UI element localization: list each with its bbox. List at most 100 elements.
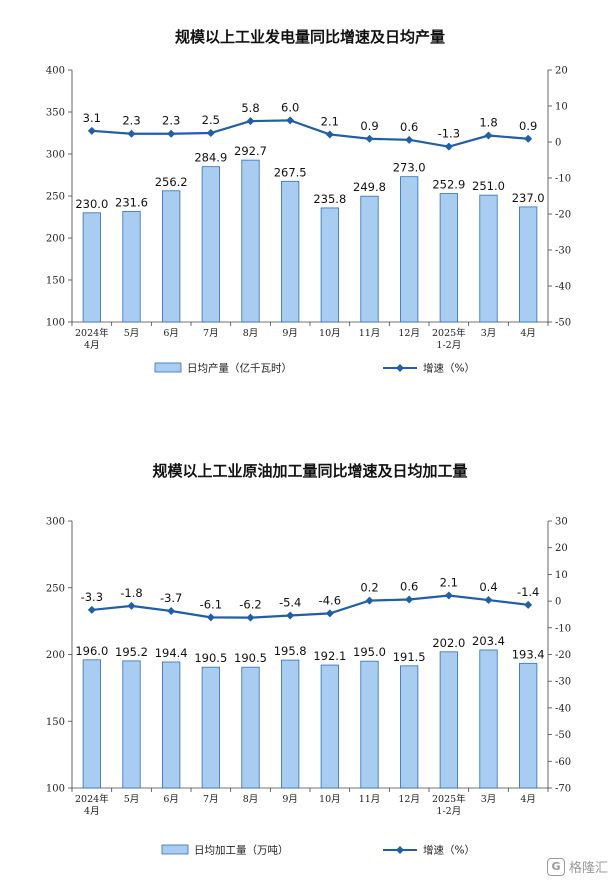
left-tick-label: 200: [46, 234, 65, 245]
bar-value-label: 193.4: [512, 647, 545, 661]
growth-point: [365, 596, 374, 605]
bar-value-label: 267.5: [274, 165, 307, 179]
left-tick-label: 150: [46, 276, 65, 287]
growth-value-label: 0.2: [360, 581, 378, 595]
left-tick-label: 400: [46, 66, 65, 77]
growth-value-label: -1.3: [438, 127, 460, 141]
growth-point: [524, 134, 533, 143]
x-tick-label: 5月: [124, 794, 140, 805]
bar-value-label: 190.5: [194, 651, 227, 665]
legend-line-label: 增速（%）: [423, 844, 475, 857]
right-tick-label: -60: [555, 757, 571, 768]
x-tick-label: 2025年: [432, 327, 466, 339]
growth-point: [246, 613, 255, 622]
growth-value-label: 0.6: [400, 579, 418, 593]
growth-point: [246, 117, 255, 126]
bar-value-label: 195.2: [115, 645, 148, 659]
electricity-chart-svg: 规模以上工业发电量同比增速及日均产量100150200250300350400-…: [46, 28, 571, 375]
left-tick-label: 100: [46, 784, 65, 795]
right-tick-label: -30: [555, 677, 571, 688]
growth-line: [91, 119, 529, 148]
growth-value-label: 5.8: [241, 101, 259, 115]
x-tick-label: 5月: [124, 328, 140, 339]
left-tick-label: 350: [46, 108, 65, 119]
left-tick-label: 150: [46, 717, 65, 728]
glh-logo-icon: G: [546, 857, 565, 876]
right-tick-label: -40: [555, 703, 571, 714]
growth-point: [444, 591, 453, 600]
left-tick-label: 200: [46, 650, 65, 661]
chart-title: 规模以上工业原油加工量同比增速及日均加工量: [152, 462, 467, 480]
bar-value-label: 251.0: [472, 179, 505, 193]
watermark: G 格隆汇: [546, 857, 608, 876]
x-tick-label: 10月: [319, 328, 341, 339]
x-tick-label: 4月: [520, 328, 536, 339]
bar-value-label: 256.2: [155, 175, 188, 189]
bar-value-label: 195.0: [353, 645, 386, 659]
growth-point: [286, 116, 295, 125]
right-tick-label: 20: [555, 543, 568, 554]
right-tick-label: -70: [555, 784, 571, 795]
growth-point: [325, 609, 334, 618]
bar: [82, 212, 101, 323]
growth-line: [91, 594, 529, 619]
growth-point: [444, 142, 453, 151]
growth-point: [127, 129, 136, 138]
bar: [360, 195, 379, 323]
growth-value-label: 3.1: [83, 111, 101, 125]
bar-value-label: 292.7: [234, 144, 267, 158]
bar: [201, 166, 220, 323]
growth-value-label: 6.0: [281, 100, 299, 114]
growth-value-label: -4.6: [319, 593, 341, 607]
bar-value-label: 191.5: [393, 650, 426, 664]
bar: [400, 665, 419, 789]
growth-value-label: 0.9: [360, 119, 378, 133]
growth-value-label: -5.4: [279, 596, 301, 610]
bar: [122, 211, 141, 323]
growth-point: [365, 134, 374, 143]
x-tick-label: 4月: [520, 794, 536, 805]
right-tick-label: 20: [555, 66, 568, 77]
right-tick-label: -50: [555, 730, 571, 741]
right-tick-label: -10: [555, 174, 571, 185]
growth-value-label: 2.1: [321, 114, 339, 128]
chart-title: 规模以上工业发电量同比增速及日均产量: [175, 28, 445, 46]
x-tick-label: 10月: [319, 794, 341, 805]
growth-point: [127, 601, 136, 610]
bar-value-label: 284.9: [194, 151, 227, 165]
growth-value-label: 1.8: [479, 116, 497, 130]
right-tick-label: -40: [555, 282, 571, 293]
growth-point: [206, 613, 215, 622]
x-tick-label: 9月: [282, 328, 298, 339]
growth-point: [286, 611, 295, 620]
growth-point: [167, 606, 176, 615]
legend-bar-swatch: [161, 844, 189, 855]
right-tick-label: 0: [555, 138, 561, 149]
bar: [122, 660, 141, 789]
bar-value-label: 190.5: [234, 651, 267, 665]
crude-oil-chart-svg: 规模以上工业原油加工量同比增速及日均加工量100150200250300-70-…: [46, 462, 571, 857]
growth-value-label: 2.3: [122, 114, 140, 128]
x-tick-label: 7月: [203, 794, 219, 805]
x-tick-label: 2024年: [75, 793, 109, 805]
bar-value-label: 203.4: [472, 634, 505, 648]
x-tick-label: 2025年: [432, 793, 466, 805]
growth-point: [405, 595, 414, 604]
growth-value-label: -3.7: [160, 591, 182, 605]
growth-value-label: -3.3: [81, 590, 103, 604]
growth-point: [325, 130, 334, 139]
bar-value-label: 192.1: [313, 649, 346, 663]
bar: [320, 207, 339, 323]
bar-value-label: 196.0: [75, 644, 108, 658]
legend-bar-label: 日均产量（亿千瓦时）: [187, 362, 292, 375]
x-tick-label: 2024年: [75, 327, 109, 339]
growth-point: [87, 126, 96, 135]
x-tick-label: 8月: [243, 794, 259, 805]
growth-value-label: -1.4: [517, 585, 539, 599]
right-tick-label: -20: [555, 650, 571, 661]
growth-point: [87, 605, 96, 614]
x-tick-label: 4月: [84, 340, 100, 351]
right-tick-label: -20: [555, 210, 571, 221]
left-tick-label: 250: [46, 192, 65, 203]
growth-point: [484, 596, 493, 605]
